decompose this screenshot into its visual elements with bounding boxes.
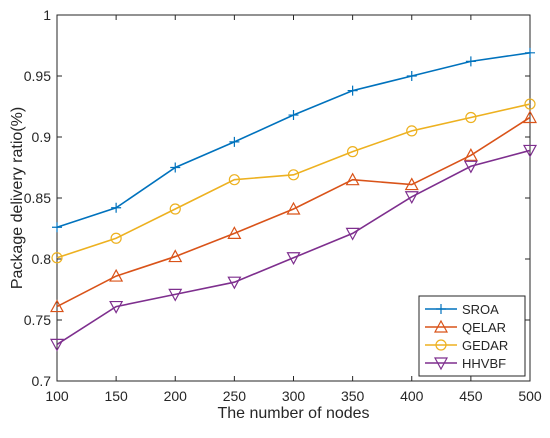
data-point-sroa xyxy=(347,85,358,96)
data-point-gedar xyxy=(524,98,536,110)
y-tick-label: 1 xyxy=(43,7,51,23)
data-point-hhvbf xyxy=(286,252,301,266)
data-point-sroa xyxy=(170,162,181,173)
legend: SROA QELAR GEDAR HHVBF xyxy=(418,295,526,377)
x-tick-label: 350 xyxy=(341,388,365,404)
data-point-qelar xyxy=(404,177,419,191)
data-point-sroa xyxy=(406,71,417,81)
data-point-gedar xyxy=(287,169,300,181)
data-point-sroa xyxy=(111,202,122,213)
legend-label-gedar: GEDAR xyxy=(462,338,508,353)
y-axis-title: Package delivery ratio(%) xyxy=(9,107,26,289)
data-point-qelar xyxy=(286,201,301,215)
series-hhvbf xyxy=(49,144,538,352)
data-point-hhvbf xyxy=(227,276,242,290)
data-point-sroa xyxy=(525,47,535,58)
x-tick-label: 400 xyxy=(400,388,424,404)
data-point-hhvbf xyxy=(168,288,183,302)
data-point-qelar xyxy=(168,249,183,263)
legend-marker-qelar xyxy=(433,319,449,333)
data-point-qelar xyxy=(522,110,538,124)
data-point-sroa xyxy=(465,56,476,67)
data-point-qelar xyxy=(109,268,124,282)
series-line-hhvbf xyxy=(56,149,531,346)
x-tick-label: 200 xyxy=(164,388,188,404)
series-line-gedar xyxy=(56,103,531,259)
data-point-hhvbf xyxy=(49,338,65,352)
x-axis-title: The number of nodes xyxy=(217,405,369,422)
data-point-qelar xyxy=(463,148,478,161)
data-point-qelar xyxy=(49,299,65,313)
series-qelar xyxy=(49,110,538,313)
data-point-gedar xyxy=(110,232,122,244)
series-sroa xyxy=(52,47,535,233)
x-tick-label: 450 xyxy=(459,388,483,404)
data-point-gedar xyxy=(169,203,181,215)
data-point-gedar xyxy=(347,146,359,158)
y-tick-label: 0.7 xyxy=(32,373,52,389)
legend-marker-gedar xyxy=(435,339,447,351)
series-line-qelar xyxy=(56,116,531,308)
x-tick-label: 150 xyxy=(104,388,128,404)
x-tick-label: 300 xyxy=(282,388,306,404)
data-point-sroa xyxy=(229,136,240,147)
series-gedar xyxy=(51,98,536,264)
data-point-qelar xyxy=(345,172,360,186)
legend-marker-sroa xyxy=(436,304,446,314)
data-point-hhvbf xyxy=(463,160,478,174)
y-tick-label: 0.95 xyxy=(24,68,51,84)
y-tick-label: 0.9 xyxy=(32,129,52,145)
data-point-gedar xyxy=(465,111,477,124)
y-tick-label: 0.85 xyxy=(24,190,51,206)
data-point-qelar xyxy=(227,226,242,239)
data-point-hhvbf xyxy=(522,144,538,158)
y-tick-label: 0.75 xyxy=(24,312,51,328)
data-point-gedar xyxy=(228,174,240,186)
data-point-sroa xyxy=(52,222,62,233)
data-point-hhvbf xyxy=(109,300,124,314)
y-tick-label: 0.8 xyxy=(32,251,52,267)
data-point-gedar xyxy=(406,125,418,137)
x-tick-label: 250 xyxy=(223,388,247,404)
data-point-hhvbf xyxy=(404,191,419,205)
legend-label-hhvbf: HHVBF xyxy=(462,356,506,371)
legend-label-sroa: SROA xyxy=(462,302,499,317)
legend-label-qelar: QELAR xyxy=(462,320,506,335)
x-tick-label: 100 xyxy=(45,388,69,404)
data-point-hhvbf xyxy=(345,227,360,241)
x-tick-label: 500 xyxy=(518,388,542,404)
data-point-gedar xyxy=(51,252,63,264)
data-point-sroa xyxy=(288,110,299,121)
legend-marker-hhvbf xyxy=(433,357,449,371)
